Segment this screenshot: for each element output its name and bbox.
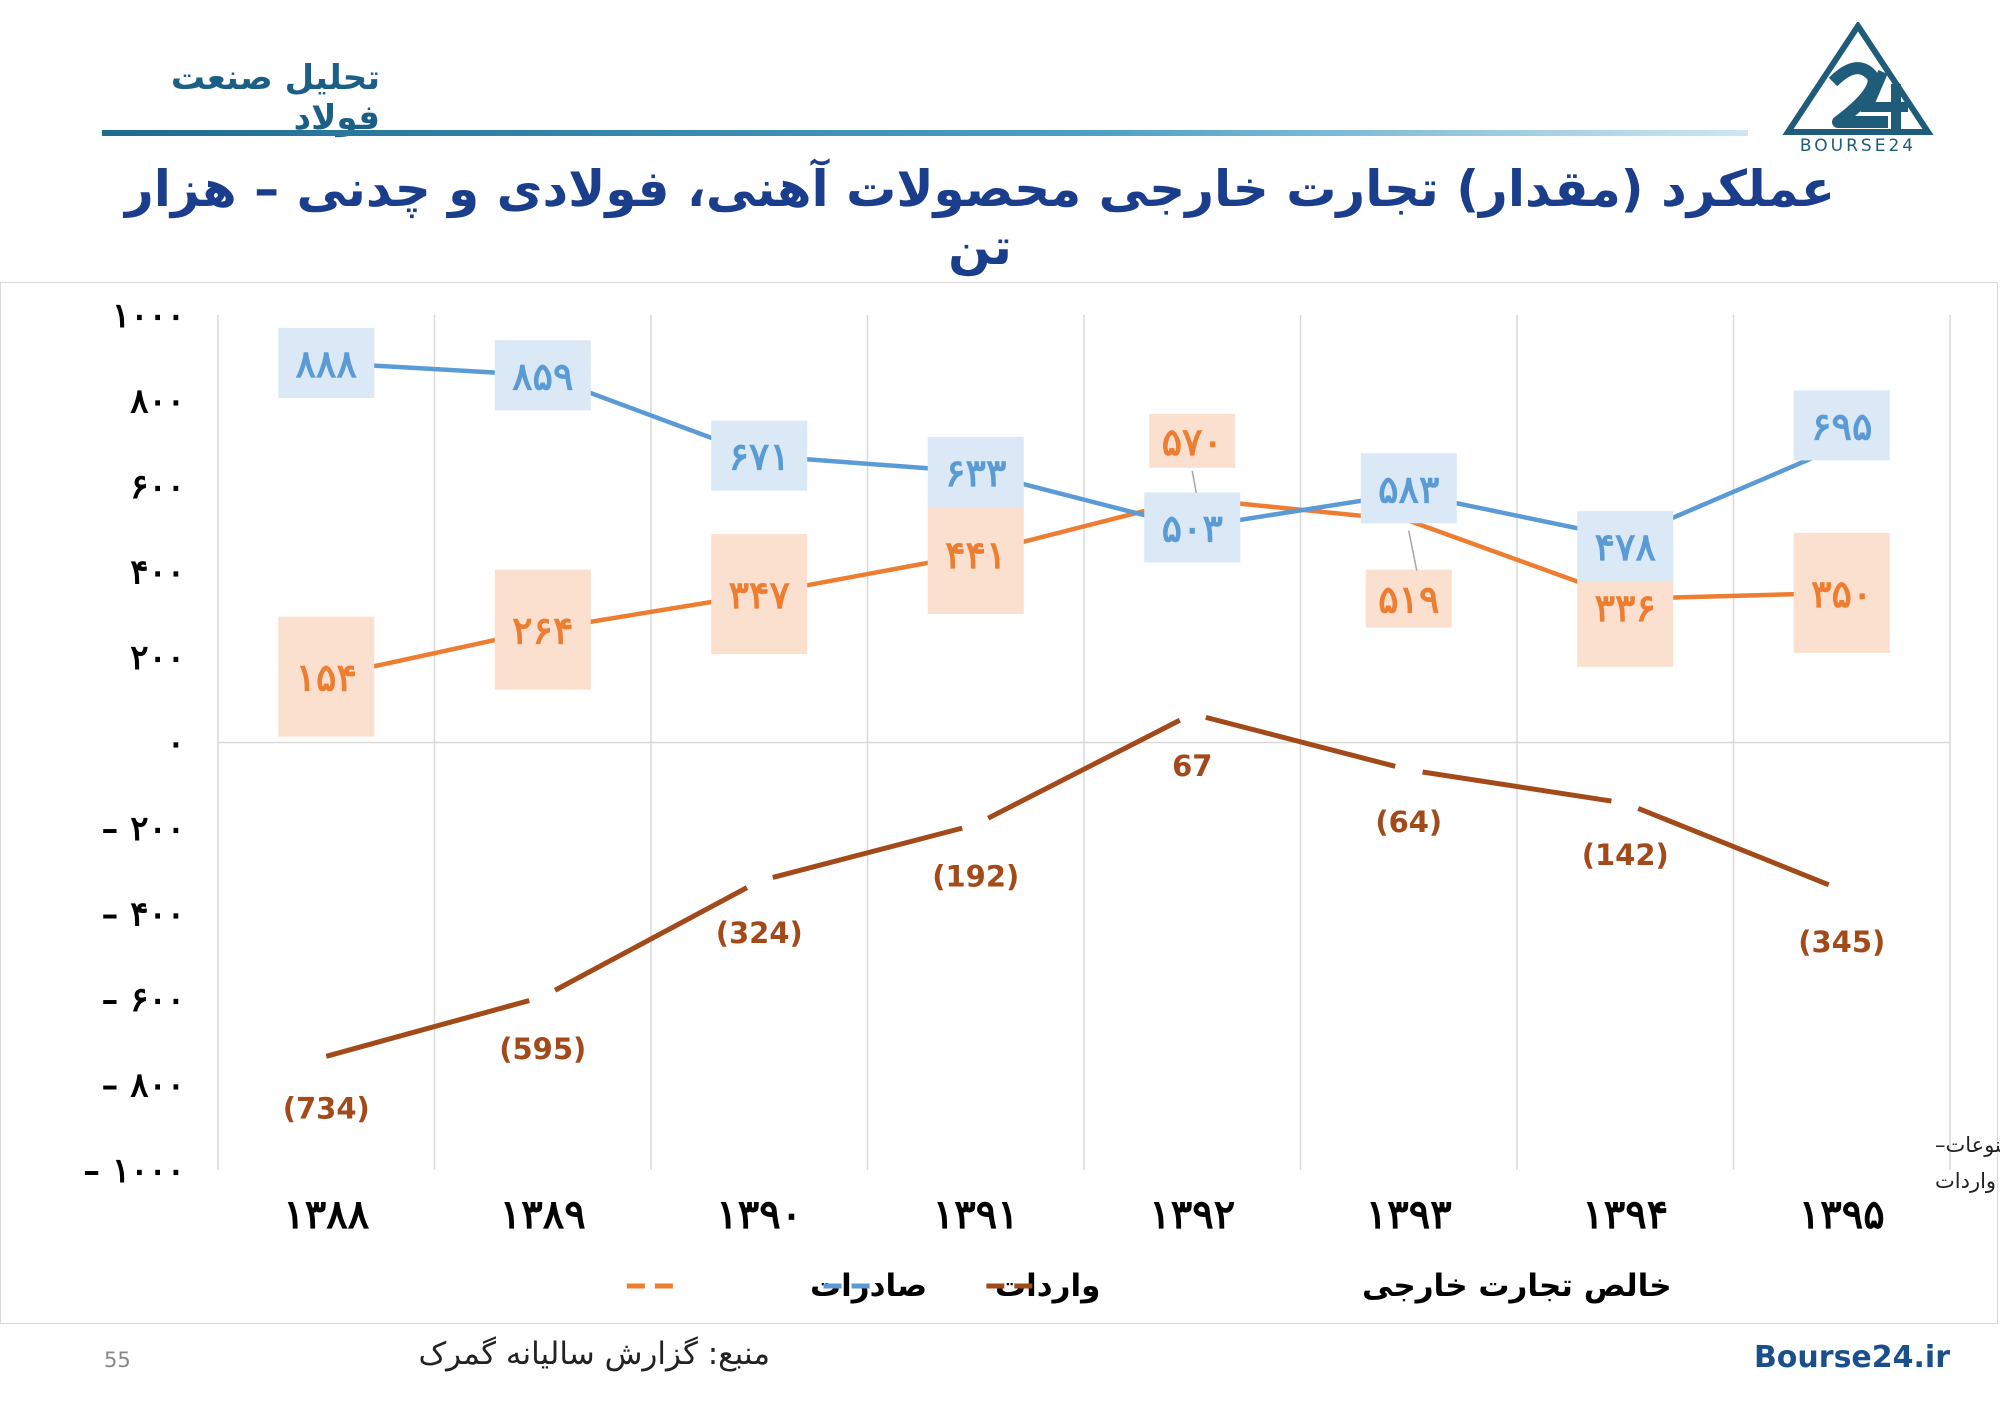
y-tick-label: ۶۰۰	[130, 467, 185, 507]
x-tick-label: ۱۳۸۸	[283, 1191, 369, 1238]
exports-data-label: ۳۳۶	[1595, 585, 1656, 630]
net-trade-data-label: (192)	[932, 860, 1019, 894]
exports-data-label: ۵۷۰	[1162, 419, 1223, 464]
logo-triangle	[1782, 22, 1934, 135]
exports-leader-line	[1191, 470, 1197, 493]
chart-frame	[0, 282, 1998, 1324]
imports-data-label-box	[1577, 511, 1674, 582]
logo-wordmark: BOURSE24	[1799, 136, 1917, 156]
net-trade-data-label: (324)	[716, 916, 803, 950]
imports-data-label: ۶۹۵	[1811, 403, 1872, 448]
net-trade-line-segment	[553, 885, 749, 993]
net-trade-line-segment	[772, 825, 963, 880]
imports-data-label-box	[494, 340, 591, 411]
exports-data-label: ۲۶۴	[512, 608, 573, 653]
x-axis: ۱۳۸۸ ۱۳۸۹ ۱۳۹۰ ۱۳۹۱ ۱۳۹۲ ۱۳۹۳ ۱۳۹۴ ۱۳۹۵	[283, 1191, 1884, 1238]
net-trade-line-segment	[1637, 806, 1830, 888]
net-trade-data-label: (345)	[1798, 925, 1885, 959]
y-tick-label: – ۶۰۰	[101, 980, 185, 1020]
net-trade-line-segment	[1422, 769, 1612, 804]
x-tick-label: ۱۳۸۹	[500, 1191, 586, 1238]
logo-glyph-2	[1828, 62, 1888, 128]
x-tick-label: ۱۳۹۲	[1149, 1191, 1235, 1238]
y-axis: ۱۰۰۰ ۸۰۰ ۶۰۰ ۴۰۰ ۲۰۰ ۰ – ۲۰۰ – ۴۰۰ – ۶۰۰ – ۸۰۰ – ۱…	[83, 296, 185, 1191]
legend-label: خالص تجارت خارجی	[1362, 1268, 1672, 1304]
imports-data-label: ۶۳۳	[945, 450, 1006, 495]
exports-data-label: ۵۱۹	[1378, 577, 1439, 622]
exports-data-label: ۱۵۴	[296, 655, 357, 700]
imports-data-label: ۸۵۹	[512, 353, 573, 398]
net-trade-line-segment	[325, 998, 530, 1059]
header-divider	[102, 130, 1748, 136]
chart-note-line-1: ریل، لوله، مفتول، کابل و سایر مصنوعات–	[1935, 1133, 2000, 1157]
exports-data-label-box	[711, 534, 808, 655]
bourse24-logo	[1782, 22, 1934, 135]
y-tick-label: – ۱۰۰۰	[83, 1151, 185, 1191]
legend: صادرات واردات خالص تجارت خارجی	[626, 1268, 1672, 1304]
net-trade-data-label: (595)	[499, 1032, 586, 1066]
imports-data-label-box	[1793, 390, 1890, 461]
imports-data-label: ۸۸۸	[296, 341, 358, 386]
exports-data-label-box	[927, 493, 1024, 614]
brand-title: تحلیل صنعت فولاد	[170, 58, 380, 138]
y-tick-label: ۴۰۰	[130, 553, 185, 593]
y-tick-label: – ۴۰۰	[101, 895, 185, 935]
y-tick-label: – ۸۰۰	[101, 1066, 185, 1106]
exports-data-label-box	[1149, 413, 1236, 468]
source-note: منبع: گزارش سالیانه گمرک	[418, 1336, 770, 1372]
imports-data-label-box	[711, 420, 808, 491]
imports-data-label-box	[1360, 453, 1457, 524]
exports-data-label: ۴۴۱	[945, 532, 1006, 577]
logo-glyph-4	[1860, 70, 1908, 130]
net-trade-line-segment	[987, 718, 1181, 821]
gridlines	[217, 315, 1951, 1170]
net-trade-data-label: (64)	[1375, 805, 1442, 839]
imports-data-label-box	[1144, 492, 1241, 563]
y-tick-label: ۸۰۰	[130, 382, 185, 422]
exports-leader-line	[1408, 530, 1418, 571]
imports-data-label: ۵۸۳	[1378, 466, 1439, 511]
site-link[interactable]: Bourse24.ir	[1753, 1340, 1950, 1375]
slide-title: عملکرد (مقدار) تجارت خارجی محصولات آهنی،…	[124, 160, 1835, 276]
page-number: 55	[104, 1348, 131, 1372]
y-tick-label: ۲۰۰	[130, 638, 185, 678]
data-labels: ۱۵۴ ۲۶۴ ۳۴۷ ۴۴۱ ۵۷۰ ۵۱۹ ۳۳۶ ۳۵۰ ۸۸۸ ۸۵۹ ۶۷۱ ۶۳۳ ۵۰۳ ۵…	[278, 327, 1890, 1125]
x-tick-label: ۱۳۹۵	[1799, 1191, 1885, 1238]
net-trade-data-label: (142)	[1582, 838, 1669, 872]
y-tick-label: ۰	[167, 724, 185, 764]
exports-data-label: ۳۴۷	[729, 572, 791, 617]
imports-data-label: ۵۰۳	[1162, 505, 1223, 550]
exports-data-label-box	[1793, 532, 1890, 653]
x-tick-label: ۱۳۹۱	[933, 1191, 1019, 1238]
legend-label: واردات	[995, 1268, 1100, 1304]
x-tick-label: ۱۳۹۰	[716, 1191, 802, 1238]
net-trade-line-segment	[1205, 714, 1396, 769]
net-trade-data-label: 67	[1172, 749, 1212, 783]
imports-data-label: ۴۷۸	[1595, 524, 1657, 569]
net-trade-data-label: (734)	[283, 1091, 370, 1125]
exports-data-label-box	[278, 616, 375, 737]
imports-data-label-box	[278, 327, 375, 398]
exports-data-label-box	[494, 569, 591, 690]
x-tick-label: ۱۳۹۳	[1366, 1191, 1452, 1238]
imports-data-label-box	[927, 436, 1024, 507]
exports-data-label-box	[1365, 569, 1452, 628]
exports-data-label: ۳۵۰	[1811, 571, 1872, 616]
y-tick-label: – ۲۰۰	[101, 809, 185, 849]
x-tick-label: ۱۳۹۴	[1582, 1191, 1668, 1238]
y-tick-label: ۱۰۰۰	[112, 296, 185, 336]
chart-note-line-2: فصل ۷۳ کتاب مقررات صادرات و واردات	[1935, 1169, 2000, 1193]
imports-data-label: ۶۷۱	[729, 434, 790, 479]
